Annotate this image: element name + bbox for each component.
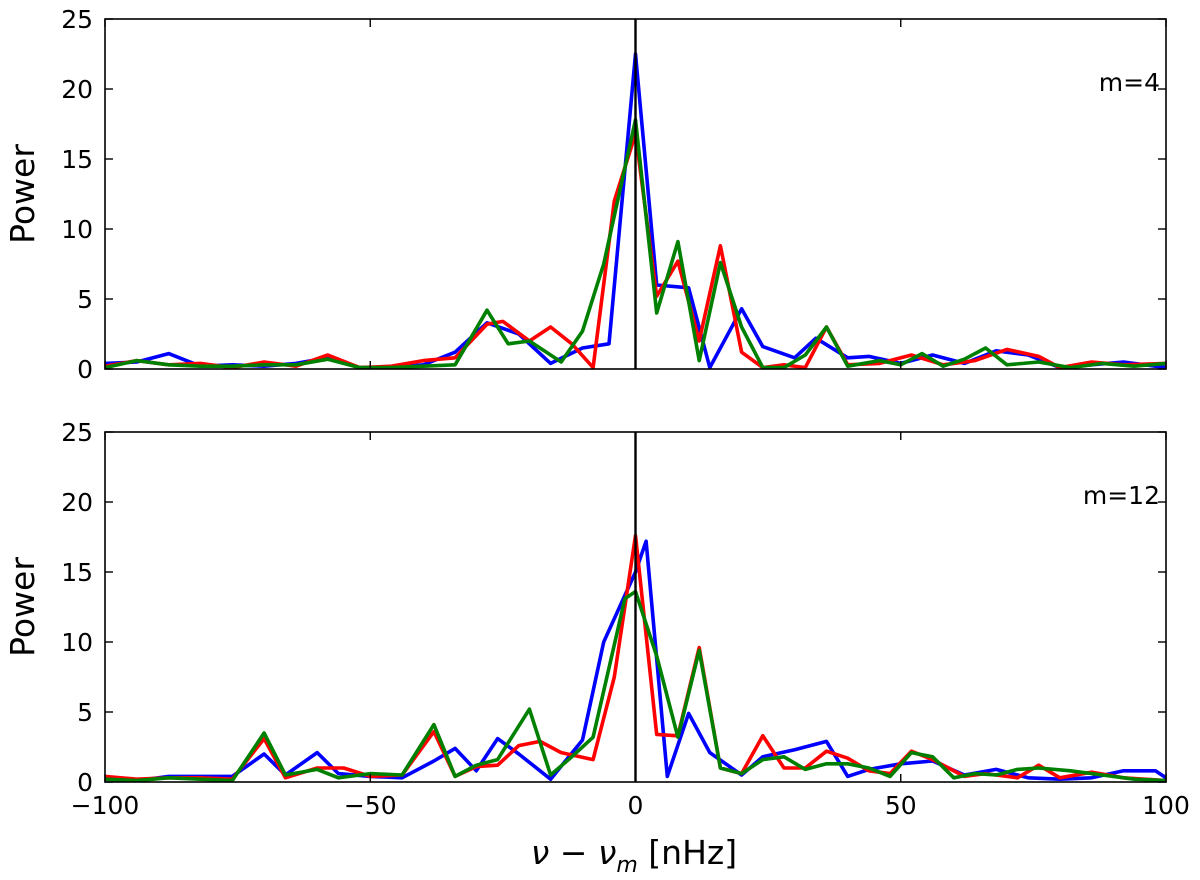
y-tick-label: 0 <box>77 355 93 384</box>
y-tick-label: 15 <box>61 558 93 587</box>
panel-annotation: m=4 <box>1099 68 1160 97</box>
x-axis-label-unit: [nHz] <box>638 833 737 872</box>
y-axis-label: Power <box>3 557 42 657</box>
y-tick-label: 15 <box>61 145 93 174</box>
y-tick-label: 20 <box>61 488 93 517</box>
series-group <box>105 52 1166 369</box>
y-tick-label: 10 <box>61 628 93 657</box>
panel-bottom: 0 5 10 15 20 25 −100 −50 0 50 100 Power m=12 <box>3 418 1190 820</box>
y-tick-label: 20 <box>61 75 93 104</box>
y-tick-label: 5 <box>77 285 93 314</box>
y-tick-label: 25 <box>61 418 93 447</box>
x-tick-label: −100 <box>71 791 140 820</box>
series-line-3 <box>105 589 1166 782</box>
x-tick-label: 50 <box>885 791 917 820</box>
x-axis-label: ν − νm [nHz] <box>531 833 737 878</box>
x-tick-label: 0 <box>628 791 644 820</box>
y-tick-label: 10 <box>61 215 93 244</box>
y-tick-label: 0 <box>77 768 93 797</box>
panel-annotation: m=12 <box>1083 481 1160 510</box>
x-axis-label-math: ν − ν <box>531 833 617 872</box>
x-tick-label: −50 <box>344 791 397 820</box>
x-axis-label-sub: m <box>616 853 637 878</box>
y-tick-label: 25 <box>61 5 93 34</box>
y-axis-label: Power <box>3 144 42 244</box>
panel-top: 0 5 10 15 20 25 Power m=4 <box>3 5 1167 384</box>
x-tick-label: 100 <box>1142 791 1190 820</box>
series-line-3 <box>105 118 1166 369</box>
series-group <box>105 533 1166 782</box>
y-tick-label: 5 <box>77 698 93 727</box>
